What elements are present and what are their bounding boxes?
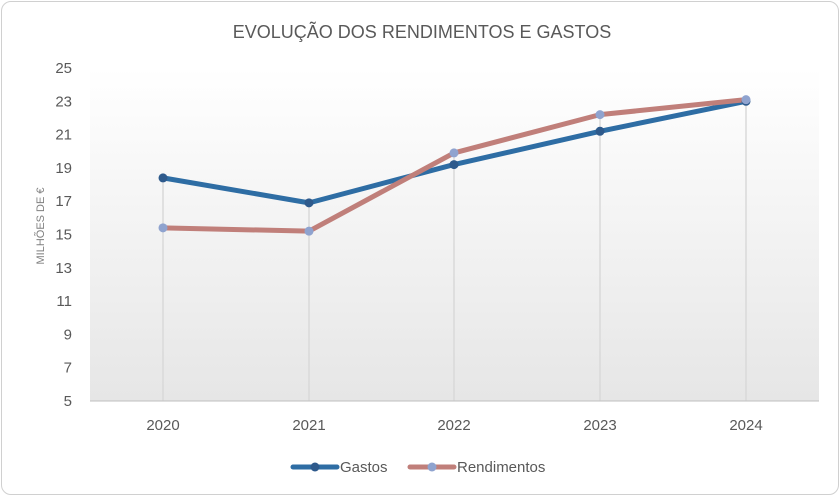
data-point-rendimentos (449, 148, 459, 158)
y-tick-label: 19 (55, 160, 72, 177)
y-tick-label: 13 (55, 260, 72, 277)
legend-marker-rendimentos (427, 462, 437, 472)
y-axis-label: MILHÕES DE € (34, 187, 47, 264)
data-point-gastos (304, 198, 314, 208)
y-tick-label: 17 (55, 193, 72, 210)
legend-label-rendimentos: Rendimentos (457, 459, 545, 476)
data-point-rendimentos (304, 226, 314, 236)
y-tick-label: 5 (64, 393, 72, 410)
x-tick-label: 2023 (583, 417, 616, 434)
x-tick-label: 2024 (729, 417, 762, 434)
data-point-rendimentos (158, 223, 168, 233)
x-tick-label: 2020 (146, 417, 179, 434)
data-point-rendimentos (595, 110, 605, 120)
y-tick-label: 25 (55, 60, 72, 77)
y-tick-label: 11 (56, 293, 72, 310)
legend-label-gastos: Gastos (340, 459, 388, 476)
data-point-gastos (158, 173, 168, 183)
y-tick-label: 7 (64, 360, 72, 377)
data-point-gastos (595, 126, 605, 136)
chart-title: EVOLUÇÃO DOS RENDIMENTOS E GASTOS (233, 21, 611, 42)
y-tick-label: 23 (55, 93, 72, 110)
y-tick-label: 21 (55, 127, 72, 144)
x-tick-label: 2022 (437, 417, 470, 434)
x-tick-label: 2021 (292, 417, 325, 434)
data-point-rendimentos (741, 95, 751, 105)
legend-marker-gastos (310, 462, 320, 472)
data-point-gastos (449, 160, 459, 170)
y-tick-label: 9 (64, 326, 72, 343)
y-tick-label: 15 (55, 227, 72, 244)
